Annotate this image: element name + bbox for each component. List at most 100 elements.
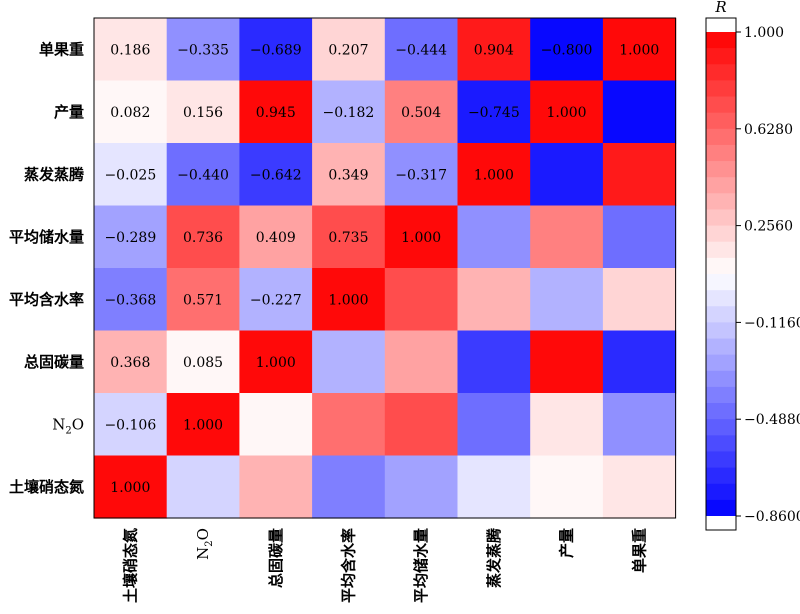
heatmap-cell (384, 455, 459, 519)
plot-frame (93, 17, 677, 519)
colorbar-step (706, 177, 736, 194)
row-label: 产量 (54, 103, 84, 121)
cell-value-label: 1.000 (474, 167, 514, 183)
colorbar-step (706, 64, 736, 81)
colorbar-step (706, 112, 736, 130)
heatmap-cell (457, 393, 531, 457)
heatmap-cell (602, 330, 677, 394)
heatmap-cell (166, 80, 240, 144)
heatmap-cell (94, 18, 168, 82)
cell-value-label: −0.745 (468, 105, 520, 121)
heatmap-cell (239, 143, 313, 207)
column-label: N2O (194, 528, 215, 560)
colorbar-frame (705, 17, 737, 531)
heatmap-cell (457, 455, 531, 519)
colorbar-pad-bottom (706, 516, 736, 530)
heatmap-cell (312, 80, 386, 144)
colorbar-step (706, 161, 736, 178)
colorbar-step (706, 370, 736, 388)
heatmap-cell (166, 268, 240, 332)
heatmap-cell (94, 80, 168, 144)
column-label: 蒸发蒸腾 (485, 527, 503, 588)
colorbar-ticks: 1.000 0.6280 0.2560 −0.1160 −0.4880 −0.8600 (736, 25, 800, 525)
heatmap-cell (530, 143, 604, 207)
heatmap-cell (312, 455, 386, 519)
cell-value-label: 1.000 (619, 42, 659, 58)
heatmap-cell (530, 393, 604, 457)
row-label: 总固碳量 (24, 353, 84, 371)
colorbar-step (706, 144, 736, 162)
colorbar: R 1.000 0.6280 0.2560 −0.1160 −0.4880 −0.8600 (705, 0, 800, 531)
colorbar-step (706, 499, 736, 517)
heatmap-cells (94, 18, 677, 519)
colorbar-step (706, 193, 736, 210)
heatmap-cell (239, 18, 313, 82)
cell-value-label: 0.409 (256, 230, 296, 246)
colorbar-step (706, 451, 736, 469)
heatmap-cell (239, 455, 313, 519)
colorbar-step (706, 80, 736, 98)
colorbar-pad-top (706, 18, 736, 32)
heatmap-cell (602, 268, 677, 332)
colorbar-step (706, 128, 736, 146)
cell-value-label: −0.444 (395, 42, 447, 58)
cell-value-label: 1.000 (547, 105, 587, 121)
cell-value-label: −0.689 (250, 42, 302, 58)
heatmap-cell (166, 18, 240, 82)
cell-value-label: 0.186 (110, 42, 150, 58)
cell-value-label: −0.289 (104, 230, 156, 246)
cell-value-label: −0.227 (250, 292, 302, 308)
cell-value-label: 0.504 (401, 105, 441, 121)
row-label: 平均含水率 (9, 290, 84, 308)
heatmap-cell (94, 268, 168, 332)
cell-value-label: 0.085 (183, 355, 223, 371)
cell-value-label: 0.945 (256, 105, 296, 121)
cell-value-label: 0.368 (110, 355, 150, 371)
colorbar-step (706, 403, 736, 420)
colorbar-step (706, 435, 736, 452)
heatmap-cell (239, 393, 313, 457)
colorbar-step (706, 241, 736, 259)
colorbar-title: R (714, 0, 726, 16)
heatmap-cell (384, 393, 459, 457)
heatmap-cell (457, 330, 531, 394)
column-labels: 土壤硝态氮 N2O 总固碳量 平均含水率 平均储水量 蒸发蒸腾 产量 单果重 (121, 527, 648, 603)
cell-value-label: −0.440 (177, 167, 229, 183)
heatmap-cell (312, 18, 386, 82)
heatmap-cell (530, 455, 604, 519)
colorbar-step (706, 257, 736, 275)
cell-value-label: 1.000 (328, 292, 368, 308)
cell-value-label: 0.207 (328, 42, 368, 58)
heatmap-cell (457, 268, 531, 332)
cell-value-label: 1.000 (183, 417, 223, 433)
row-label: 平均储水量 (9, 228, 84, 246)
heatmap-cell (94, 393, 168, 457)
heatmap-cell (312, 330, 386, 394)
colorbar-step (706, 32, 736, 49)
heatmap-cell (530, 268, 604, 332)
colorbar-step (706, 96, 736, 114)
heatmap-cell (166, 455, 240, 519)
column-label: 总固碳量 (267, 528, 285, 588)
heatmap-cell (166, 205, 240, 269)
column-label: 产量 (558, 528, 576, 558)
cell-value-label: 0.349 (328, 167, 368, 183)
cell-value-label: −0.317 (395, 167, 447, 183)
heatmap-cell (530, 205, 604, 269)
cell-value-label: 1.000 (110, 480, 150, 496)
heatmap-cell (239, 80, 313, 144)
cell-value-label: −0.106 (104, 417, 156, 433)
heatmap-cell (457, 205, 531, 269)
heatmap-cell (457, 80, 531, 144)
heatmap-cell (602, 143, 677, 207)
cell-value-label: 1.000 (401, 230, 441, 246)
heatmap-cell (166, 330, 240, 394)
heatmap-cell (166, 393, 240, 457)
column-label: 平均含水率 (339, 528, 357, 603)
colorbar-step (706, 306, 736, 323)
heatmap-cell (384, 205, 459, 269)
cell-value-label: 1.000 (256, 355, 296, 371)
cell-value-label: −0.025 (104, 167, 156, 183)
